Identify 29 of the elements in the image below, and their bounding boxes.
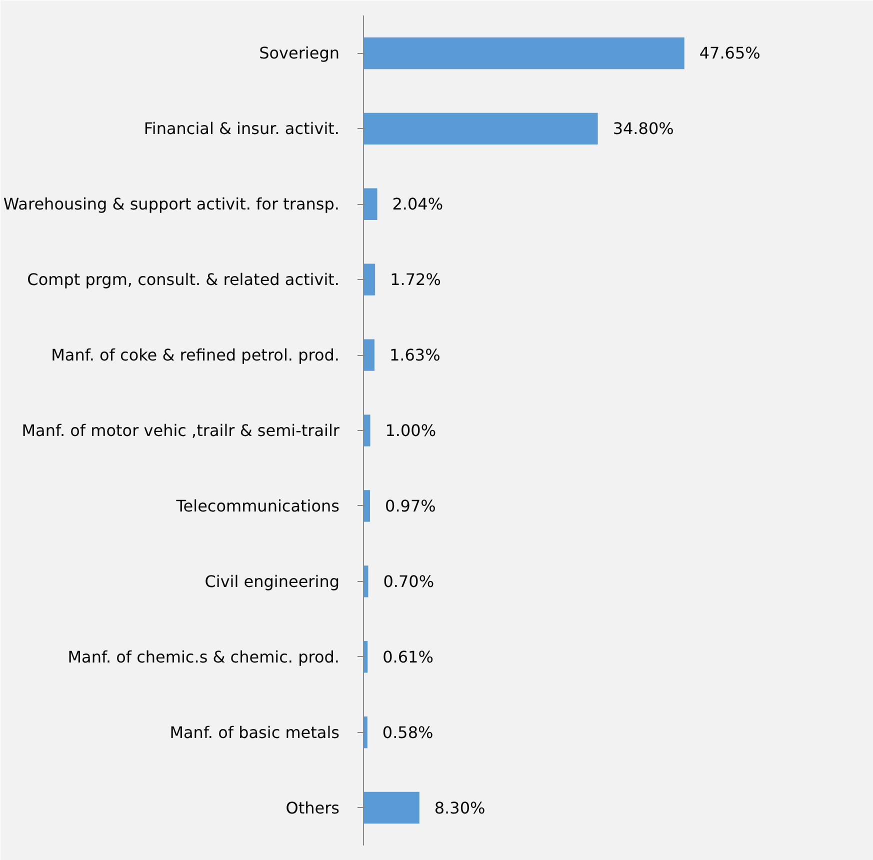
- bar: [364, 490, 370, 522]
- y-tick-label: Telecommunications: [175, 496, 340, 516]
- data-label: 0.58%: [382, 722, 434, 742]
- data-label: 8.30%: [434, 798, 486, 818]
- data-label: 1.00%: [385, 421, 436, 440]
- y-tick-label: Financial & insur. activit.: [144, 119, 340, 138]
- data-label: 2.04%: [392, 194, 444, 214]
- data-label: 0.70%: [383, 572, 434, 591]
- y-tick-label: Manf. of chemic.s & chemic. prod.: [68, 647, 340, 666]
- bar: [364, 264, 376, 296]
- data-label: 34.80%: [612, 119, 674, 138]
- data-label: 0.61%: [382, 647, 434, 666]
- bar: [364, 339, 374, 371]
- y-tick-label: Soveriegn: [259, 44, 340, 63]
- bar: [364, 37, 684, 70]
- data-label: 1.63%: [389, 346, 440, 365]
- bar: [364, 188, 378, 220]
- data-label: 47.65%: [699, 44, 760, 63]
- y-tick-label: Others: [286, 798, 340, 818]
- y-tick-label: Civil engineering: [204, 572, 340, 591]
- bar: [364, 112, 598, 145]
- y-tick-label: Compt prgm, consult. & related activit.: [27, 270, 340, 290]
- y-tick-label: Manf. of coke & refined petrol. prod.: [51, 346, 340, 365]
- y-tick-label: Manf. of motor vehic ,trailr & semi-trailr: [22, 421, 340, 440]
- bar: [364, 792, 420, 824]
- data-label: 0.97%: [385, 496, 436, 516]
- y-tick-label: Warehousing & support activit. for transp.: [3, 194, 340, 214]
- data-label: 1.72%: [390, 270, 441, 290]
- y-tick-label: Manf. of basic metals: [170, 722, 340, 742]
